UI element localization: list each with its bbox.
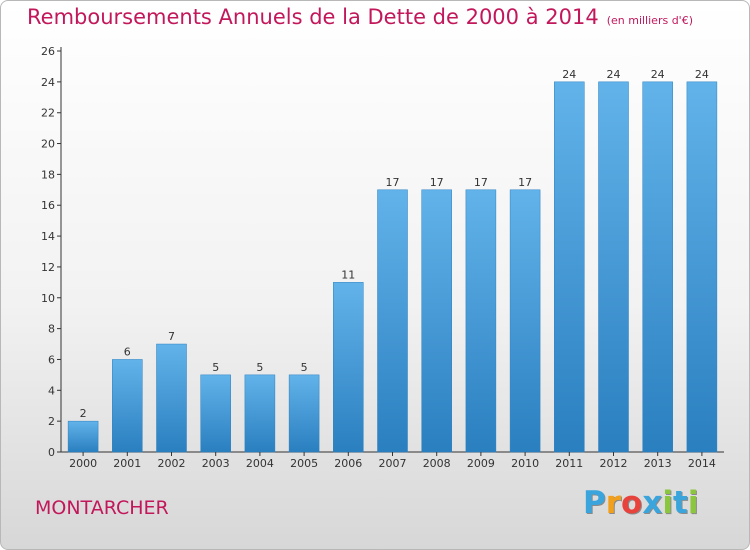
x-tick-label: 2005 bbox=[290, 457, 318, 470]
logo-letter: i bbox=[687, 485, 699, 521]
logo-letter: o bbox=[621, 485, 643, 521]
data-label: 5 bbox=[301, 361, 308, 374]
data-label: 24 bbox=[562, 68, 576, 81]
data-label: 5 bbox=[256, 361, 263, 374]
y-tick-label: 22 bbox=[41, 107, 55, 120]
bar bbox=[554, 81, 585, 453]
data-label: 7 bbox=[168, 330, 175, 343]
x-tick-label: 2003 bbox=[202, 457, 230, 470]
x-tick-label: 2008 bbox=[423, 457, 451, 470]
y-tick-label: 24 bbox=[41, 76, 55, 89]
x-tick-label: 2012 bbox=[600, 457, 628, 470]
data-label: 5 bbox=[212, 361, 219, 374]
x-tick-label: 2011 bbox=[555, 457, 583, 470]
bar bbox=[377, 189, 408, 453]
x-tick-label: 2000 bbox=[69, 457, 97, 470]
bar bbox=[686, 81, 718, 453]
data-label: 6 bbox=[124, 345, 131, 358]
x-tick-label: 2013 bbox=[644, 457, 672, 470]
x-tick-label: 2007 bbox=[379, 457, 407, 470]
x-tick-label: 2006 bbox=[334, 457, 362, 470]
bar bbox=[112, 359, 143, 453]
data-label: 11 bbox=[341, 268, 355, 281]
bar bbox=[465, 189, 497, 453]
data-label: 17 bbox=[430, 176, 444, 189]
data-label: 17 bbox=[518, 176, 532, 189]
bar bbox=[288, 374, 320, 453]
logo-letter: r bbox=[605, 485, 622, 521]
y-tick-label: 2 bbox=[48, 415, 55, 428]
x-tick-label: 2004 bbox=[246, 457, 274, 470]
data-label: 2 bbox=[80, 407, 87, 420]
chart-subtitle: (en milliers d'€) bbox=[606, 14, 693, 27]
logo-letter: i bbox=[662, 485, 673, 521]
data-label: 17 bbox=[386, 176, 400, 189]
x-tick-label: 2001 bbox=[113, 457, 141, 470]
bar bbox=[642, 81, 673, 453]
y-tick-label: 18 bbox=[41, 168, 55, 181]
bar bbox=[200, 374, 231, 453]
bar bbox=[67, 420, 99, 453]
town-name: MONTARCHER bbox=[35, 497, 169, 519]
logo-letter: t bbox=[672, 485, 688, 521]
bar bbox=[156, 343, 187, 453]
bar bbox=[333, 282, 364, 453]
bar bbox=[421, 189, 452, 453]
data-label: 24 bbox=[695, 68, 709, 81]
y-tick-label: 0 bbox=[48, 446, 55, 459]
y-tick-label: 6 bbox=[48, 353, 55, 366]
x-tick-label: 2002 bbox=[158, 457, 186, 470]
data-label: 24 bbox=[651, 68, 665, 81]
y-tick-label: 20 bbox=[41, 138, 55, 151]
y-tick-label: 14 bbox=[41, 230, 55, 243]
x-tick-label: 2009 bbox=[467, 457, 495, 470]
bar bbox=[509, 189, 541, 453]
logo-letter: x bbox=[642, 485, 663, 521]
y-tick-label: 10 bbox=[41, 292, 55, 305]
bar bbox=[244, 374, 276, 453]
y-tick-label: 26 bbox=[41, 45, 55, 58]
data-label: 24 bbox=[607, 68, 621, 81]
chart-title-text: Remboursements Annuels de la Dette de 20… bbox=[27, 5, 599, 29]
y-tick-label: 16 bbox=[41, 199, 55, 212]
x-tick-label: 2014 bbox=[688, 457, 716, 470]
bar bbox=[598, 81, 629, 453]
x-tick-label: 2010 bbox=[511, 457, 539, 470]
data-label: 17 bbox=[474, 176, 488, 189]
y-tick-label: 8 bbox=[48, 323, 55, 336]
y-tick-label: 12 bbox=[41, 261, 55, 274]
chart-title: Remboursements Annuels de la Dette de 20… bbox=[27, 5, 693, 29]
proxiti-logo: Proxiti bbox=[583, 485, 698, 521]
logo-letter: P bbox=[583, 485, 606, 521]
y-tick-label: 4 bbox=[48, 384, 55, 397]
